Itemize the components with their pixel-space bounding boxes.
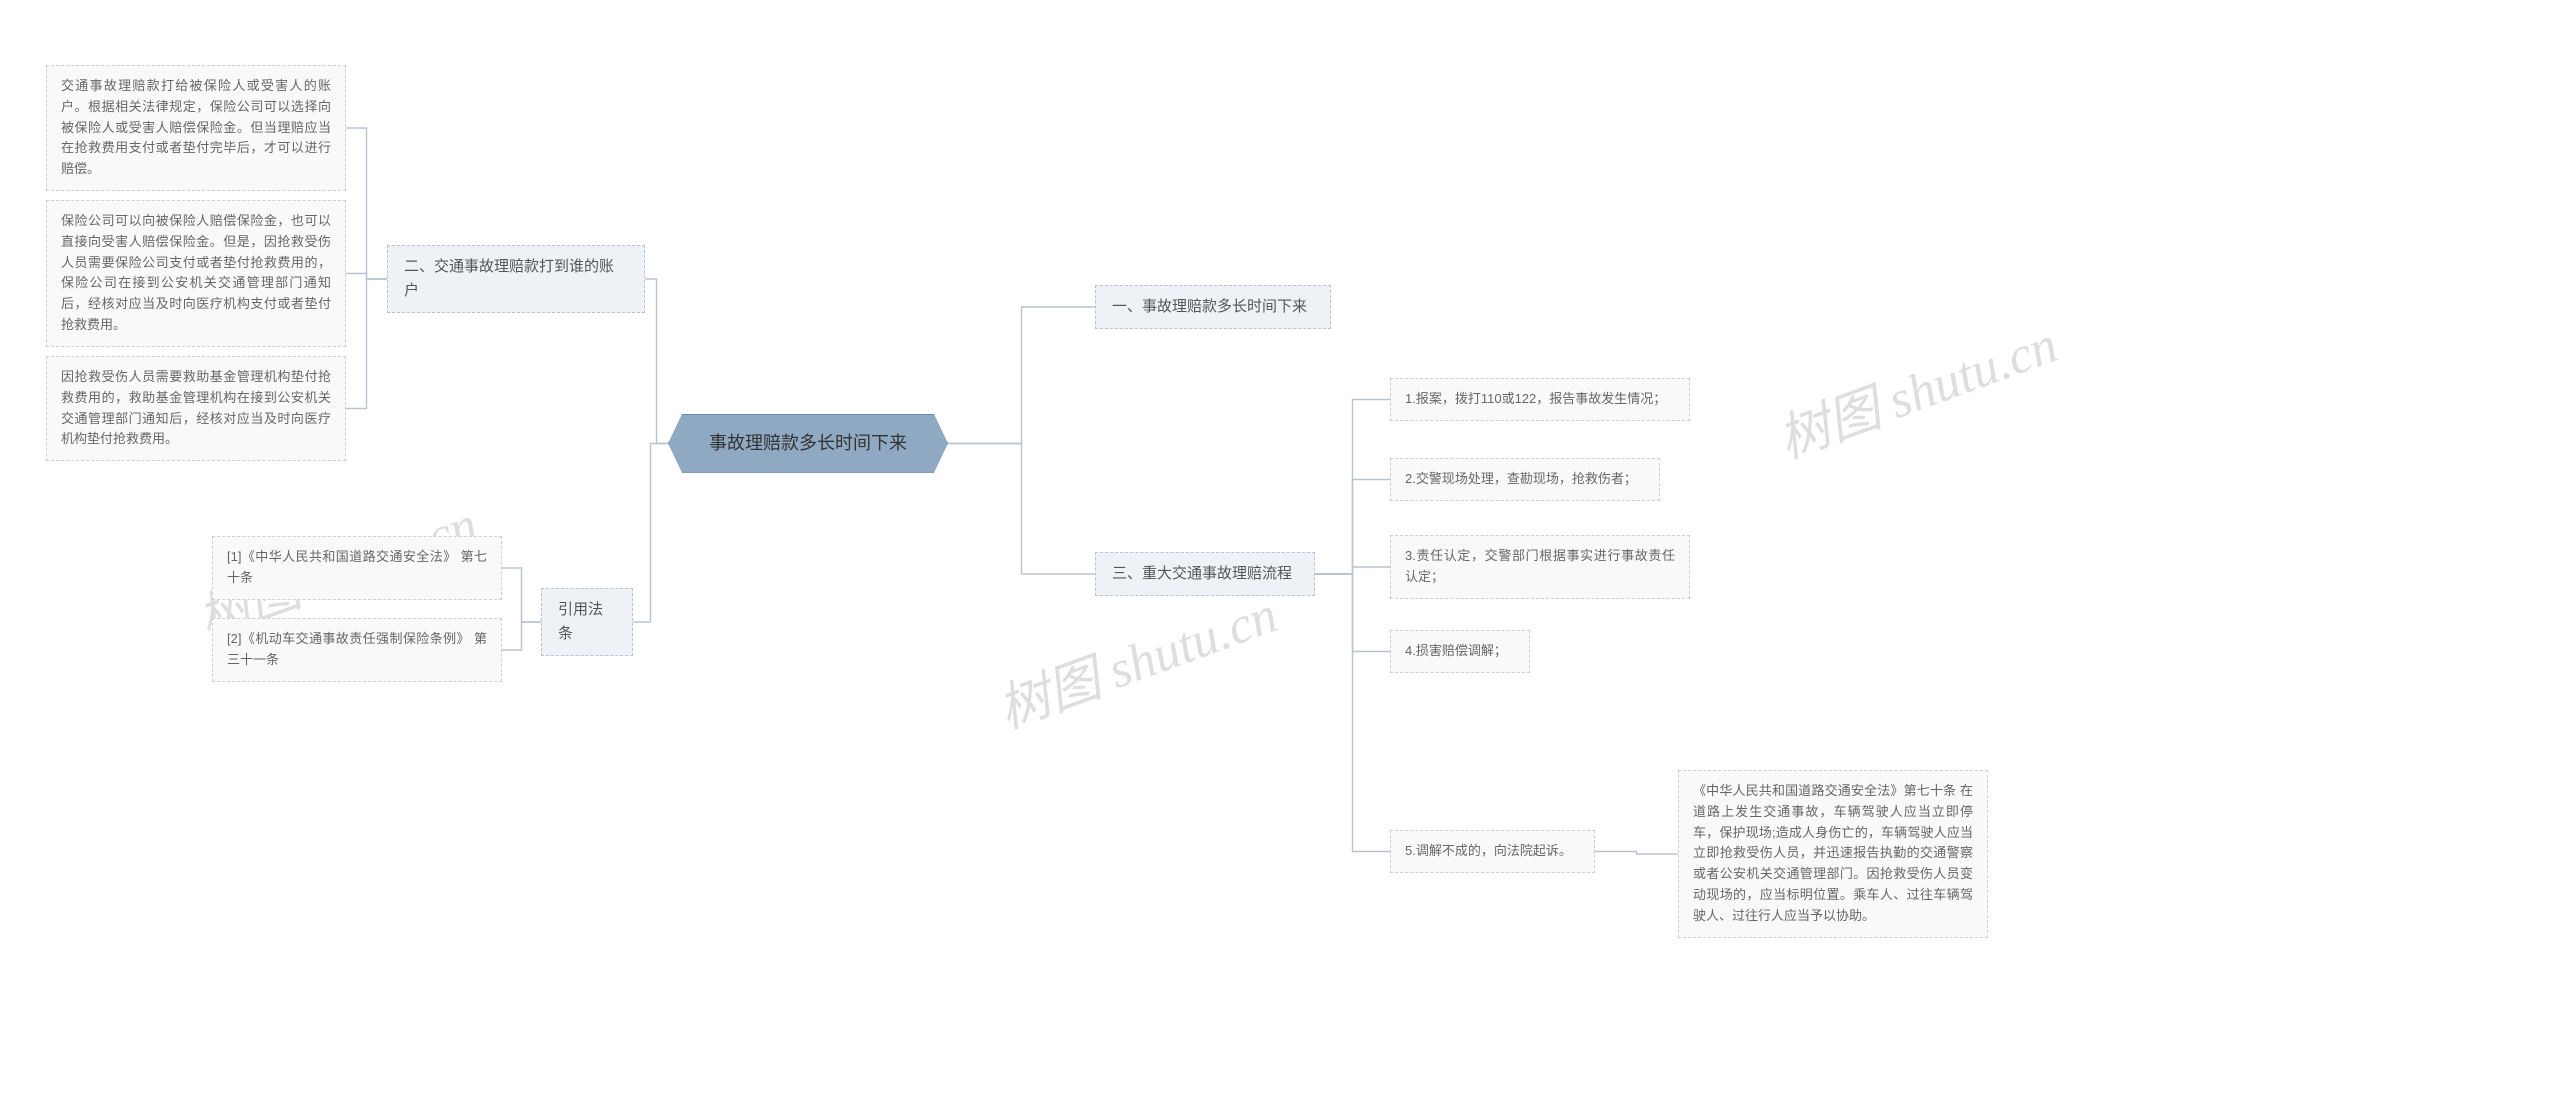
leaf-2-1[interactable]: 交通事故理赔款打给被保险人或受害人的账户。根据相关法律规定，保险公司可以选择向被… xyxy=(46,65,346,191)
leaf-4-1[interactable]: [1]《中华人民共和国道路交通安全法》 第七十条 xyxy=(212,536,502,600)
leaf-4-2[interactable]: [2]《机动车交通事故责任强制保险条例》 第三十一条 xyxy=(212,618,502,682)
leaf-2-2[interactable]: 保险公司可以向被保险人赔偿保险金，也可以直接向受害人赔偿保险金。但是，因抢救受伤… xyxy=(46,200,346,347)
leaf-3-2[interactable]: 2.交警现场处理，查勘现场，抢救伤者； xyxy=(1390,458,1660,501)
watermark-2: 树图 shutu.cn xyxy=(986,572,1286,742)
leaf-3-3[interactable]: 3.责任认定，交警部门根据事实进行事故责任认定； xyxy=(1390,535,1690,599)
branch-2[interactable]: 二、交通事故理赔款打到谁的账户 xyxy=(387,245,645,313)
leaf-3-1[interactable]: 1.报案，拨打110或122，报告事故发生情况； xyxy=(1390,378,1690,421)
leaf-3-5-1[interactable]: 《中华人民共和国道路交通安全法》第七十条 在道路上发生交通事故，车辆驾驶人应当立… xyxy=(1678,770,1988,938)
leaf-3-4[interactable]: 4.损害赔偿调解； xyxy=(1390,630,1530,673)
root-node[interactable]: 事故理赔款多长时间下来 xyxy=(668,414,948,473)
watermark-3: 树图 shutu.cn xyxy=(1766,302,2066,472)
leaf-3-5[interactable]: 5.调解不成的，向法院起诉。 xyxy=(1390,830,1595,873)
branch-1[interactable]: 一、事故理赔款多长时间下来 xyxy=(1095,285,1331,329)
branch-3[interactable]: 三、重大交通事故理赔流程 xyxy=(1095,552,1315,596)
leaf-2-3[interactable]: 因抢救受伤人员需要救助基金管理机构垫付抢救费用的，救助基金管理机构在接到公安机关… xyxy=(46,356,346,461)
branch-4[interactable]: 引用法条 xyxy=(541,588,633,656)
